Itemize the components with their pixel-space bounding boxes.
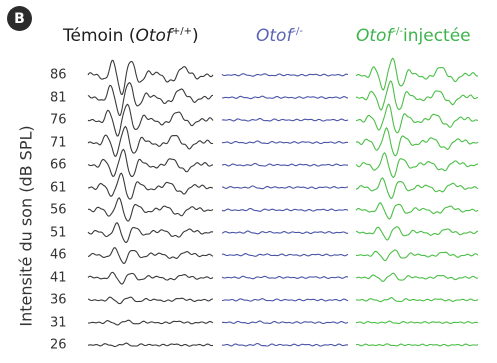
trace-ctrl-76 xyxy=(87,103,214,137)
y-tick-label: 26 xyxy=(50,337,67,353)
trace-ctrl-26 xyxy=(87,342,214,348)
trace-inj-76 xyxy=(355,103,479,134)
trace-ctrl-86 xyxy=(87,59,214,95)
trace-ko-76 xyxy=(221,117,349,122)
trace-inj-46 xyxy=(355,249,479,262)
trace-ctrl-46 xyxy=(87,247,214,264)
column-title-knockout: Otof-/- xyxy=(256,26,304,46)
y-tick-label: 81 xyxy=(50,90,67,105)
trace-ko-26 xyxy=(221,342,349,347)
y-tick-label: 51 xyxy=(50,225,67,240)
trace-ctrl-51 xyxy=(87,222,214,243)
trace-inj-81 xyxy=(355,80,479,111)
trace-inj-71 xyxy=(355,127,479,157)
panel-label: B xyxy=(7,6,32,31)
trace-ko-71 xyxy=(221,140,349,145)
y-tick-label: 41 xyxy=(50,270,67,285)
y-tick-label: 31 xyxy=(50,315,67,330)
y-tick-label: 61 xyxy=(50,180,67,195)
y-tick-label: 76 xyxy=(50,112,67,128)
trace-ko-81 xyxy=(221,95,349,100)
trace-ctrl-81 xyxy=(87,82,214,116)
y-tick-label: 56 xyxy=(50,202,67,218)
trace-ctrl-31 xyxy=(87,319,214,326)
column-title-control: Témoin (Otof+/+) xyxy=(63,26,199,46)
trace-ctrl-61 xyxy=(87,172,214,200)
trace-ctrl-66 xyxy=(87,148,214,178)
trace-ko-66 xyxy=(221,162,349,167)
trace-ctrl-56 xyxy=(87,197,214,222)
trace-ko-86 xyxy=(221,73,349,77)
trace-ko-41 xyxy=(221,275,349,280)
y-tick-label: 66 xyxy=(50,157,67,173)
trace-ko-36 xyxy=(221,298,349,302)
trace-ko-51 xyxy=(221,230,349,235)
y-tick-label: 36 xyxy=(50,292,67,308)
y-tick-label: 71 xyxy=(50,135,67,150)
trace-inj-56 xyxy=(355,202,479,220)
trace-ko-31 xyxy=(221,320,349,325)
trace-inj-41 xyxy=(355,272,479,282)
trace-inj-66 xyxy=(355,152,479,178)
trace-ctrl-71 xyxy=(87,125,214,157)
trace-inj-31 xyxy=(356,320,479,325)
trace-ctrl-36 xyxy=(87,296,213,305)
trace-inj-26 xyxy=(355,343,479,347)
trace-inj-36 xyxy=(355,297,479,303)
y-tick-label: 46 xyxy=(50,247,67,263)
y-tick-label: 86 xyxy=(50,67,67,83)
trace-inj-86 xyxy=(355,57,479,91)
trace-ctrl-41 xyxy=(87,271,214,285)
trace-ko-46 xyxy=(221,253,349,257)
trace-inj-61 xyxy=(355,177,479,200)
column-title-injected: Otof-/-injectée xyxy=(356,26,471,46)
trace-ko-56 xyxy=(221,207,349,212)
trace-inj-51 xyxy=(355,226,479,241)
trace-ko-61 xyxy=(221,185,349,190)
